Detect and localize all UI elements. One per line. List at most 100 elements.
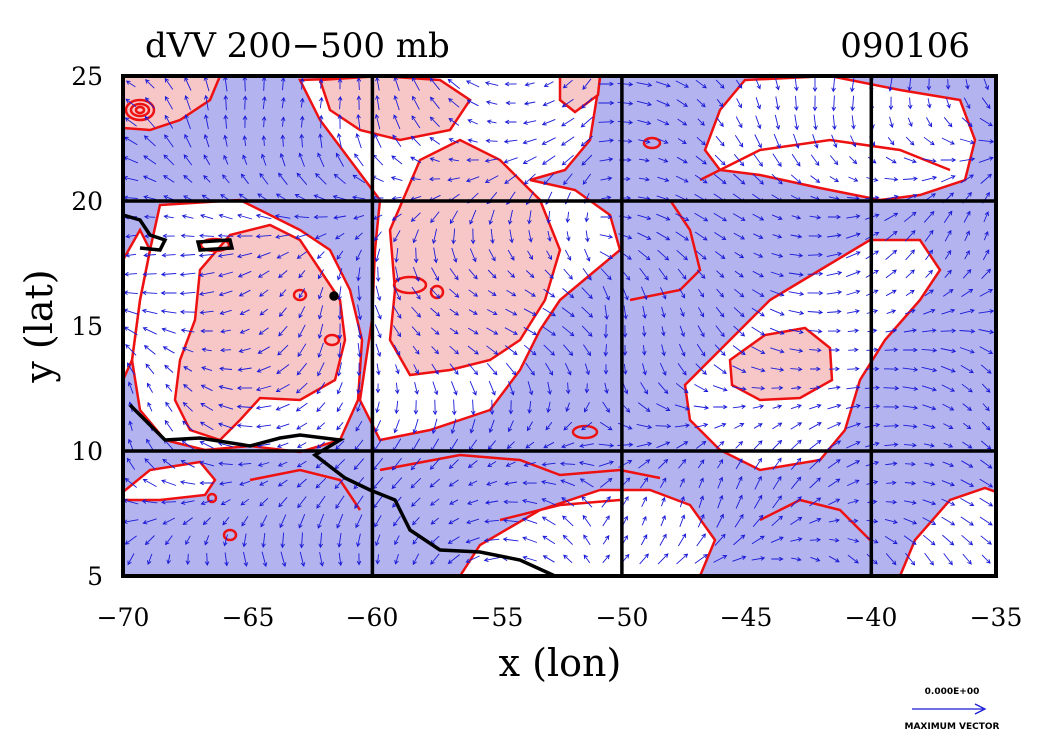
wind-vector-arrow [642,363,647,376]
wind-vector-arrow [640,477,649,489]
wind-vector-arrow [734,423,745,429]
neutral-region-northeast [703,76,977,202]
wind-vector-arrow [218,384,233,390]
wind-vector-arrow [809,385,822,391]
wind-vector-arrow [449,268,459,281]
wind-vector-arrow [885,553,897,566]
wind-vector-arrow [296,422,308,430]
wind-vector-arrow [468,268,478,280]
wind-vector-arrow [412,345,420,355]
wind-vector-arrow [661,326,666,337]
wind-vector-arrow [717,459,724,469]
wind-vector-arrow [236,423,253,428]
contour-loop-3 [571,424,599,440]
wind-vector-arrow [429,116,440,128]
wind-vector-arrow [810,154,820,167]
wind-vector-arrow [658,157,669,163]
wind-vector-arrow [714,533,726,546]
wind-vector-arrow [395,364,400,375]
wind-vector-arrow [944,229,952,242]
wind-vector-arrow [941,384,956,392]
wind-vector-arrow [502,537,519,542]
wind-vector-arrow [714,344,726,356]
wind-vector-arrow [484,500,499,505]
wind-vector-arrow [180,328,195,333]
wind-vector-arrow [677,268,687,280]
wind-vector-arrow [316,495,326,509]
wind-vector-arrow [278,497,288,508]
wind-vector-arrow [827,214,842,220]
wind-vector-arrow [448,138,459,144]
wind-vector-arrow [261,115,267,128]
wind-vector-arrow [959,347,975,354]
wind-vector-arrow [716,288,725,298]
wind-vector-arrow [203,94,209,111]
wind-vector-arrow [522,536,538,543]
wind-vector-arrow [582,173,592,185]
wind-vector-arrow [694,231,708,241]
wind-vector-arrow [828,478,841,488]
wind-vector-arrow [694,174,708,184]
wind-vector-arrow [734,513,744,528]
wind-vector-arrow [907,117,913,128]
wind-vector-arrow [183,384,193,392]
wind-vector-arrow [751,307,765,317]
wind-vector-arrow [241,515,249,527]
wind-vector-arrow [316,251,325,260]
wind-vector-arrow [298,306,306,319]
wind-vector-arrow [636,82,653,88]
wind-vector-arrow [677,118,688,126]
wind-vector-arrow [541,498,556,506]
wind-vector-arrow [945,97,951,109]
wind-vector-arrow [541,516,556,526]
wind-vector-arrow [375,534,381,547]
wind-vector-arrow [978,156,994,163]
wind-vector-arrow [922,404,937,411]
wind-vector-arrow [655,423,672,429]
wind-vector-arrow [449,288,460,298]
reference-vector-caption: MAXIMUM VECTOR [904,722,999,732]
wind-vector-arrow [753,252,764,258]
wind-vector-arrow [317,269,324,280]
wind-vector-arrow [467,460,478,469]
wind-vector-arrow [543,344,555,356]
wind-vector-arrow [393,515,401,527]
wind-vector-arrow [469,209,477,225]
wind-vector-arrow [904,442,917,448]
wind-vector-arrow [943,117,953,128]
wind-vector-arrow [661,306,666,318]
wind-vector-arrow [907,97,913,110]
wind-vector-arrow [808,439,822,450]
wind-vector-arrow [903,328,918,333]
wind-vector-arrow [828,366,840,372]
wind-vector-arrow [675,231,689,241]
wind-vector-arrow [527,400,532,414]
wind-vector-arrow [143,135,156,147]
wind-vector-arrow [600,477,613,488]
wind-vector-arrow [983,78,990,91]
wind-vector-arrow [141,499,158,504]
wind-vector-arrow [391,213,402,221]
wind-vector-arrow [903,535,917,545]
wind-vector-arrow [581,306,594,318]
wind-vector-arrow [467,327,479,335]
wind-vector-arrow [921,385,937,392]
wind-vector-arrow [772,439,783,450]
wind-vector-arrow [431,363,439,375]
wind-vector-arrow [603,324,609,339]
wind-vector-arrow [317,513,325,529]
wind-vector-arrow [660,496,666,507]
wind-vector-arrow [807,252,823,258]
wind-vector-arrow [522,156,537,164]
wind-vector-arrow [355,420,363,432]
wind-vector-arrow [185,553,191,566]
wind-vector-arrow [788,272,804,277]
wind-vector-arrow [733,154,745,167]
wind-vector-arrow [623,305,628,320]
wind-vector-arrow [717,476,724,489]
wind-vector-arrow [223,534,228,547]
wind-vector-arrow [923,136,935,146]
wind-vector-arrow [337,95,343,110]
wind-vector-arrow [978,139,995,144]
wind-vector-arrow [296,362,308,376]
